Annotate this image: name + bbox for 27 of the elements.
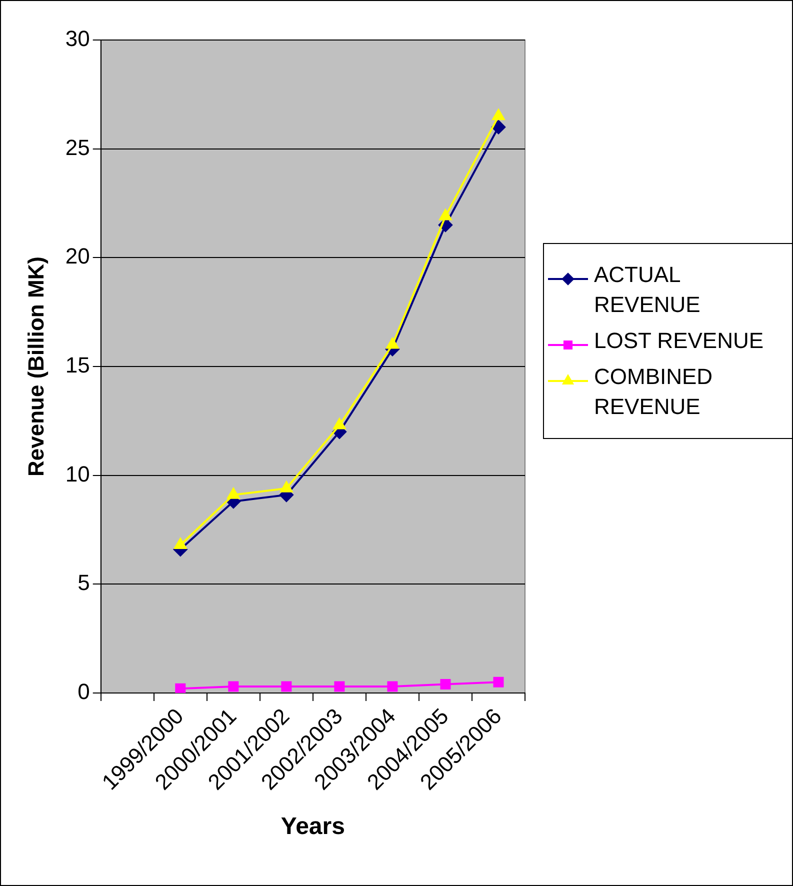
y-tick-label: 10 <box>65 461 90 486</box>
point <box>439 209 452 220</box>
point <box>333 418 346 430</box>
point <box>174 538 187 549</box>
y-tick-label: 15 <box>65 352 90 378</box>
point <box>175 683 186 693</box>
point <box>493 676 504 688</box>
legend-label: COMBINED REVENUE <box>594 363 714 421</box>
legend-label: ACTUAL REVENUE <box>594 261 702 319</box>
point <box>440 679 451 690</box>
point <box>228 681 239 692</box>
point <box>227 488 240 499</box>
legend-label: LOST REVENUE <box>594 327 764 355</box>
point <box>491 120 506 134</box>
y-tick-label: 25 <box>65 134 90 160</box>
x-axis-title: Years <box>280 813 345 840</box>
point <box>280 481 293 492</box>
point <box>387 681 398 692</box>
point <box>386 338 399 349</box>
point <box>281 681 292 692</box>
y-tick-label: 20 <box>65 244 90 269</box>
y-tick-label: 30 <box>65 26 90 52</box>
point <box>334 681 345 692</box>
point <box>492 109 505 120</box>
y-tick-label: 0 <box>78 679 90 704</box>
y-tick-label: 5 <box>78 570 90 596</box>
y-axis-title: Revenue (Billion MK) <box>23 256 48 477</box>
